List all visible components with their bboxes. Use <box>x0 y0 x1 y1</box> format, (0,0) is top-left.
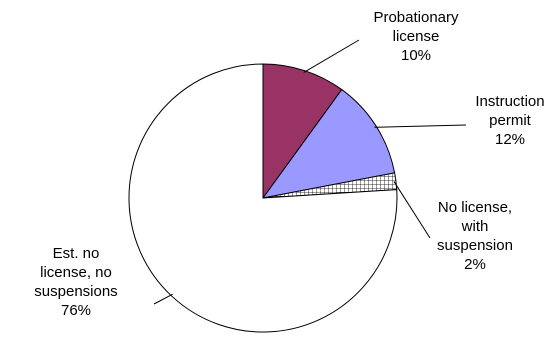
pie-slice-est-no-license-no-suspensions <box>128 63 398 333</box>
data-label-probationary-license: Probationary license 10% <box>373 9 459 64</box>
data-label-line: suspension <box>437 237 513 254</box>
data-label-line: 76% <box>61 302 91 319</box>
data-label-line: 12% <box>495 131 525 148</box>
leader-line-instruction-permit <box>374 124 467 128</box>
leader-line-no-license-with-suspension <box>393 181 431 239</box>
data-label-line: No license, <box>438 199 512 216</box>
pie-slice-probationary-license <box>262 63 343 200</box>
leaders-layer <box>153 39 467 305</box>
data-label-no-license-with-suspension: No license, with suspension 2% <box>437 199 513 273</box>
leader-line-est-no-license-no-suspensions <box>153 293 173 305</box>
data-label-line: Est. no <box>53 245 100 262</box>
data-label-est-no-license-no-suspensions: Est. no license, no suspensions 76% <box>34 245 117 319</box>
data-label-line: Instruction <box>475 93 544 110</box>
data-label-line: 2% <box>464 256 486 273</box>
leader-line-probationary-license <box>303 39 360 73</box>
data-label-line: license, no <box>40 264 112 281</box>
data-label-line: license <box>393 28 440 45</box>
data-label-line: Probationary <box>373 9 459 26</box>
labels-layer: Probationary license 10% Instruction permit 1… <box>34 9 544 319</box>
data-label-instruction-permit: Instruction permit 12% <box>475 93 544 148</box>
data-label-line: permit <box>489 112 532 129</box>
pie-slice-instruction-permit <box>261 88 396 199</box>
data-label-line: with <box>461 218 489 235</box>
slices-layer <box>128 63 398 333</box>
data-label-line: suspensions <box>34 283 117 300</box>
data-label-line: 10% <box>401 47 431 64</box>
